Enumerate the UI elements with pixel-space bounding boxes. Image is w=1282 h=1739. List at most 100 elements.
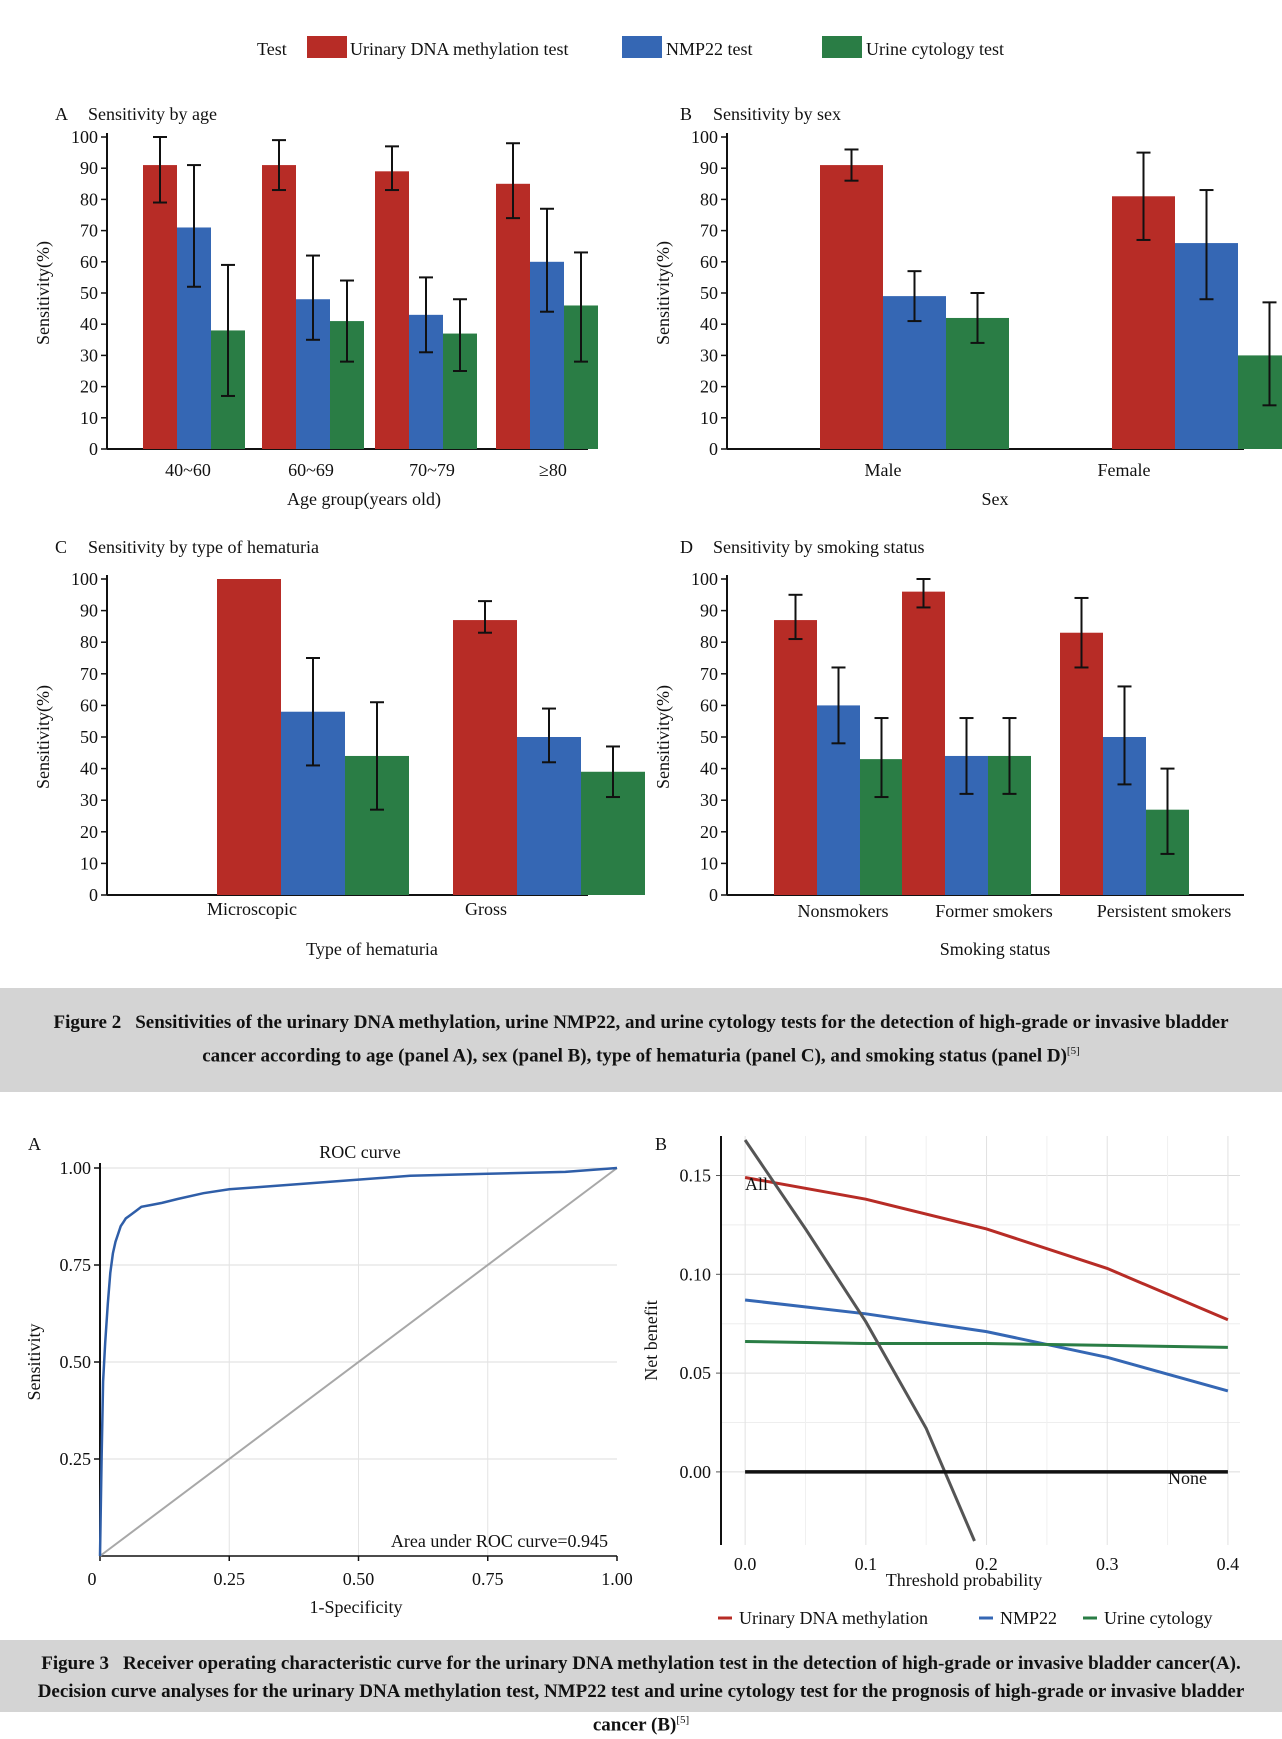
panel-D-ytick-label: 100 bbox=[691, 569, 718, 589]
panel-B-ytick-label: 20 bbox=[700, 377, 718, 397]
panel-D-category-label: Persistent smokers bbox=[1097, 901, 1232, 921]
dca-line-urine-cytology bbox=[745, 1340, 1228, 1349]
dca-xtick-label: 0.3 bbox=[1096, 1554, 1119, 1574]
bar-C-0 bbox=[453, 620, 517, 895]
panel-D-ytick-label: 40 bbox=[700, 759, 718, 779]
panel-A-ytick-label: 10 bbox=[80, 408, 98, 428]
roc-xtick-label: 0.25 bbox=[214, 1569, 246, 1589]
panel-C-ytick-label: 100 bbox=[71, 569, 98, 589]
panel-C-ytick-label: 40 bbox=[80, 759, 98, 779]
figure2-caption: Figure 2 Sensitivities of the urinary DNA… bbox=[31, 1009, 1251, 1070]
dca-xtick-label: 0.2 bbox=[975, 1554, 998, 1574]
panel-A-category-label: 70~79 bbox=[409, 460, 455, 480]
legend-item-1: NMP22 test bbox=[666, 39, 753, 59]
legend-item-0: Urinary DNA methylation test bbox=[350, 39, 568, 59]
figure3-caption: Figure 3 Receiver operating characteristi… bbox=[31, 1650, 1251, 1739]
panel-C-ytick-label: 20 bbox=[80, 822, 98, 842]
panel-D-ytick-label: 20 bbox=[700, 822, 718, 842]
panel-D-ylabel: Sensitivity(%) bbox=[653, 685, 674, 789]
panel-A-ytick-label: 0 bbox=[89, 439, 98, 459]
panel-D-ytick-label: 90 bbox=[700, 601, 718, 621]
panel-A-letter: A bbox=[55, 104, 68, 124]
panel-A-ylabel: Sensitivity(%) bbox=[33, 241, 54, 345]
dca-line-urinary-dna-methylation bbox=[744, 1176, 1229, 1322]
panel-A-ytick-label: 50 bbox=[80, 283, 98, 303]
roc-panel-letter: A bbox=[28, 1134, 41, 1154]
bar-A-0 bbox=[496, 183, 530, 450]
panel-D-ytick-label: 70 bbox=[700, 664, 718, 684]
panel-C-ytick-label: 70 bbox=[80, 664, 98, 684]
panel-D-ytick-label: 10 bbox=[700, 853, 718, 873]
roc-ytick-label: 1.00 bbox=[60, 1158, 92, 1178]
panel-A-ytick-label: 80 bbox=[80, 189, 98, 209]
panel-B-category-label: Female bbox=[1098, 460, 1151, 480]
roc-curve bbox=[98, 1166, 618, 1557]
panel-D-ytick-label: 30 bbox=[700, 790, 718, 810]
legend-item-2: Urine cytology test bbox=[866, 39, 1004, 59]
panel-C-ytick-label: 30 bbox=[80, 790, 98, 810]
roc-xtick-label: 1.00 bbox=[601, 1569, 633, 1589]
panel-A-ytick-label: 20 bbox=[80, 377, 98, 397]
bar-B-0 bbox=[820, 165, 883, 449]
panel-D-title: Sensitivity by smoking status bbox=[713, 537, 925, 557]
figure3-caption-box: Figure 3 Receiver operating characteristi… bbox=[0, 1640, 1282, 1735]
panel-D-ytick-label: 0 bbox=[709, 885, 718, 905]
roc-xtick-label: 0 bbox=[88, 1569, 97, 1589]
panel-C-ytick-label: 10 bbox=[80, 853, 98, 873]
bar-C-0 bbox=[217, 579, 281, 895]
panel-D-xlabel: Smoking status bbox=[940, 939, 1051, 959]
panel-C-letter: C bbox=[55, 537, 67, 557]
panel-D-ytick-label: 80 bbox=[700, 632, 718, 652]
bar-D-0 bbox=[902, 591, 945, 895]
panel-C-ytick-label: 90 bbox=[80, 601, 98, 621]
legend-title: Test bbox=[257, 39, 287, 59]
figure2-caption-box: Figure 2 Sensitivities of the urinary DNA… bbox=[0, 988, 1282, 1092]
figure2-caption-text: Sensitivities of the urinary DNA methyla… bbox=[135, 1012, 1229, 1067]
panel-D-letter: D bbox=[680, 537, 693, 557]
panel-A-ytick-label: 60 bbox=[80, 252, 98, 272]
bar-A-0 bbox=[262, 165, 296, 449]
panel-B-title: Sensitivity by sex bbox=[713, 104, 841, 124]
dca-panel-letter: B bbox=[655, 1134, 667, 1154]
panel-A-ytick-label: 90 bbox=[80, 158, 98, 178]
panel-B-xlabel: Sex bbox=[982, 489, 1009, 509]
dca-xtick-label: 0.1 bbox=[855, 1554, 878, 1574]
dca-ylabel: Net benefit bbox=[641, 1300, 661, 1380]
panel-A-ytick-label: 100 bbox=[71, 127, 98, 147]
dca-legend-item-2: Urine cytology bbox=[1104, 1608, 1212, 1628]
dca-chart: B 0.00 0.05 0.10 0.15 0.0 0.1 0.2 0.3 0.4 Threshol… bbox=[641, 1134, 1240, 1628]
roc-xtick-label: 0.75 bbox=[472, 1569, 504, 1589]
panel-B-ylabel: Sensitivity(%) bbox=[653, 241, 674, 345]
dca-legend-item-0: Urinary DNA methylation bbox=[739, 1608, 928, 1628]
panel-C: C Sensitivity by type of hematuria 0 10 20 30… bbox=[33, 537, 645, 959]
dca-ytick-label: 0.05 bbox=[680, 1363, 712, 1383]
panel-A-ytick-label: 30 bbox=[80, 345, 98, 365]
panel-B-ytick-label: 70 bbox=[700, 221, 718, 241]
roc-diagonal bbox=[99, 1167, 618, 1557]
bar-A-0 bbox=[375, 171, 409, 449]
roc-xtick-label: 0.50 bbox=[343, 1569, 375, 1589]
roc-ytick-label: 0.25 bbox=[60, 1449, 92, 1469]
panel-A: A Sensitivity by age 0 10 20 30 40 50 60 70 80 90 10… bbox=[33, 104, 598, 510]
panel-D: D Sensitivity by smoking status 0 10 20 30 40 5… bbox=[653, 537, 1244, 959]
roc-chart: A ROC curve 0 0.25 0.50 0.75 1.00 0.25 0.50 0.75 1… bbox=[24, 1134, 633, 1617]
panel-A-ytick-label: 70 bbox=[80, 221, 98, 241]
panel-D-ytick-label: 50 bbox=[700, 727, 718, 747]
panel-C-category-label: Gross bbox=[465, 899, 507, 919]
dca-line-all bbox=[743, 1139, 976, 1542]
panel-D-category-label: Former smokers bbox=[935, 901, 1052, 921]
panel-A-category-label: 60~69 bbox=[288, 460, 334, 480]
bar-D-0 bbox=[1060, 632, 1103, 895]
dca-xtick-label: 0.4 bbox=[1217, 1554, 1240, 1574]
panel-B: B Sensitivity by sex 0 10 20 30 40 50 60 70 80 90 10… bbox=[653, 104, 1282, 509]
panel-B-ytick-label: 60 bbox=[700, 252, 718, 272]
roc-ytick-label: 0.50 bbox=[60, 1352, 92, 1372]
bar-A-0 bbox=[143, 165, 177, 449]
panel-D-category-label: Nonsmokers bbox=[798, 901, 889, 921]
panel-C-title: Sensitivity by type of hematuria bbox=[88, 537, 319, 557]
bar-D-0 bbox=[774, 620, 817, 895]
panel-C-ytick-label: 50 bbox=[80, 727, 98, 747]
dca-ytick-label: 0.00 bbox=[680, 1462, 712, 1482]
roc-ytick-label: 0.75 bbox=[60, 1255, 92, 1275]
